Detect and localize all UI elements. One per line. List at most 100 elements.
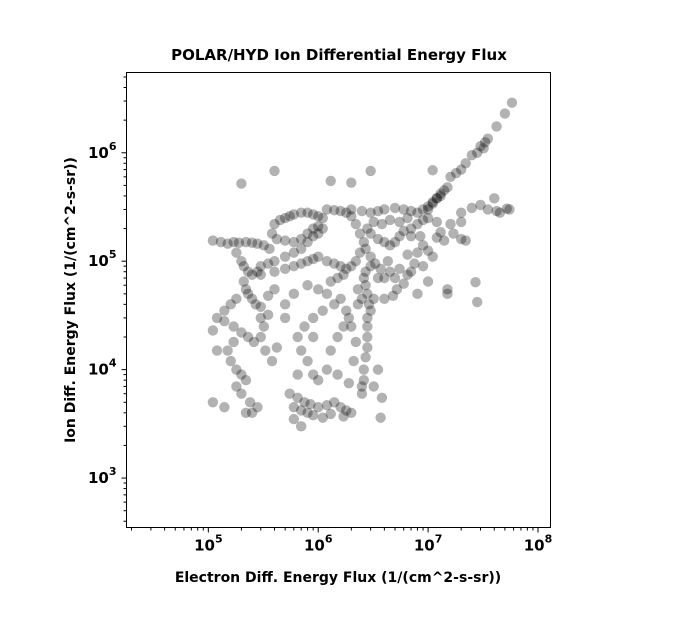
data-point xyxy=(368,381,379,392)
data-point xyxy=(288,413,300,425)
data-point xyxy=(362,288,373,300)
x-axis-label: Electron Diff. Energy Flux (1/(cm^2-s-sr… xyxy=(175,570,501,586)
data-point xyxy=(365,165,376,177)
data-point xyxy=(358,374,370,386)
data-point xyxy=(435,227,446,238)
data-point xyxy=(350,218,362,230)
data-point xyxy=(252,238,263,249)
data-point xyxy=(379,293,390,305)
data-point xyxy=(356,293,368,305)
data-point xyxy=(431,232,442,243)
data-point xyxy=(295,207,307,218)
data-point xyxy=(295,345,307,356)
data-point xyxy=(332,369,343,380)
data-point xyxy=(398,278,409,289)
plot-area xyxy=(126,72,551,528)
data-point xyxy=(279,251,291,262)
data-point xyxy=(321,364,333,375)
data-point xyxy=(405,231,417,242)
data-point xyxy=(391,284,403,295)
data-point xyxy=(258,240,270,251)
data-point xyxy=(338,321,349,332)
data-point xyxy=(379,272,390,284)
data-point xyxy=(356,388,368,399)
data-point xyxy=(442,288,453,300)
data-point xyxy=(346,260,357,272)
chart-title: POLAR/HYD Ion Differential Energy Flux xyxy=(171,46,507,64)
data-point xyxy=(438,235,450,246)
data-point xyxy=(219,305,230,316)
data-point xyxy=(228,321,239,332)
data-point xyxy=(258,321,270,332)
data-point xyxy=(346,211,357,222)
data-point xyxy=(332,272,343,284)
y-tick-label: 103 xyxy=(88,465,117,487)
data-point xyxy=(491,205,502,217)
data-point xyxy=(302,407,313,418)
data-point xyxy=(317,412,328,423)
data-point xyxy=(321,399,333,411)
data-point xyxy=(307,312,319,324)
data-point xyxy=(376,218,388,230)
data-point xyxy=(295,421,307,432)
data-point xyxy=(402,269,413,280)
data-point xyxy=(479,137,491,148)
data-point xyxy=(384,214,396,226)
data-point xyxy=(271,342,283,353)
data-point xyxy=(269,284,280,295)
data-point xyxy=(279,263,291,275)
data-point xyxy=(279,212,291,224)
data-point xyxy=(313,402,324,413)
data-point xyxy=(422,204,434,215)
data-point xyxy=(207,325,219,336)
data-point xyxy=(431,193,442,204)
data-point xyxy=(233,237,245,248)
data-point xyxy=(412,247,423,258)
data-point xyxy=(305,399,316,410)
data-point xyxy=(375,263,386,275)
data-point xyxy=(329,397,340,408)
data-point xyxy=(417,204,429,215)
data-point xyxy=(266,228,278,239)
data-point xyxy=(335,205,346,217)
data-point xyxy=(219,402,230,413)
data-point xyxy=(292,331,303,343)
data-point xyxy=(422,276,434,287)
data-point xyxy=(346,204,357,215)
data-point xyxy=(350,256,362,267)
data-point xyxy=(427,197,438,208)
data-point xyxy=(313,228,324,239)
data-point xyxy=(346,321,357,332)
data-point xyxy=(307,369,319,380)
data-point xyxy=(379,204,390,215)
data-point xyxy=(365,207,376,218)
data-point xyxy=(346,177,357,188)
data-point xyxy=(307,231,319,242)
data-point xyxy=(358,236,370,248)
data-point xyxy=(358,272,370,284)
data-point xyxy=(222,345,233,356)
data-point xyxy=(368,293,379,305)
data-point xyxy=(341,405,352,416)
data-point xyxy=(394,216,405,228)
data-point xyxy=(260,345,271,356)
data-point xyxy=(346,407,357,418)
data-point xyxy=(475,199,486,211)
data-point xyxy=(252,266,263,277)
data-point xyxy=(435,188,446,199)
data-point xyxy=(472,296,483,308)
data-point xyxy=(341,305,352,316)
data-point xyxy=(455,207,467,218)
data-point xyxy=(466,149,478,161)
data-point xyxy=(348,355,359,367)
data-point xyxy=(365,305,376,316)
data-point xyxy=(417,260,429,272)
data-point xyxy=(329,299,340,310)
data-point xyxy=(264,243,275,255)
x-axis: 105 106 107 108 xyxy=(131,527,552,555)
data-point xyxy=(360,280,371,291)
data-point xyxy=(352,284,364,295)
data-points xyxy=(207,97,518,432)
data-point xyxy=(365,260,376,272)
data-point xyxy=(279,235,291,246)
